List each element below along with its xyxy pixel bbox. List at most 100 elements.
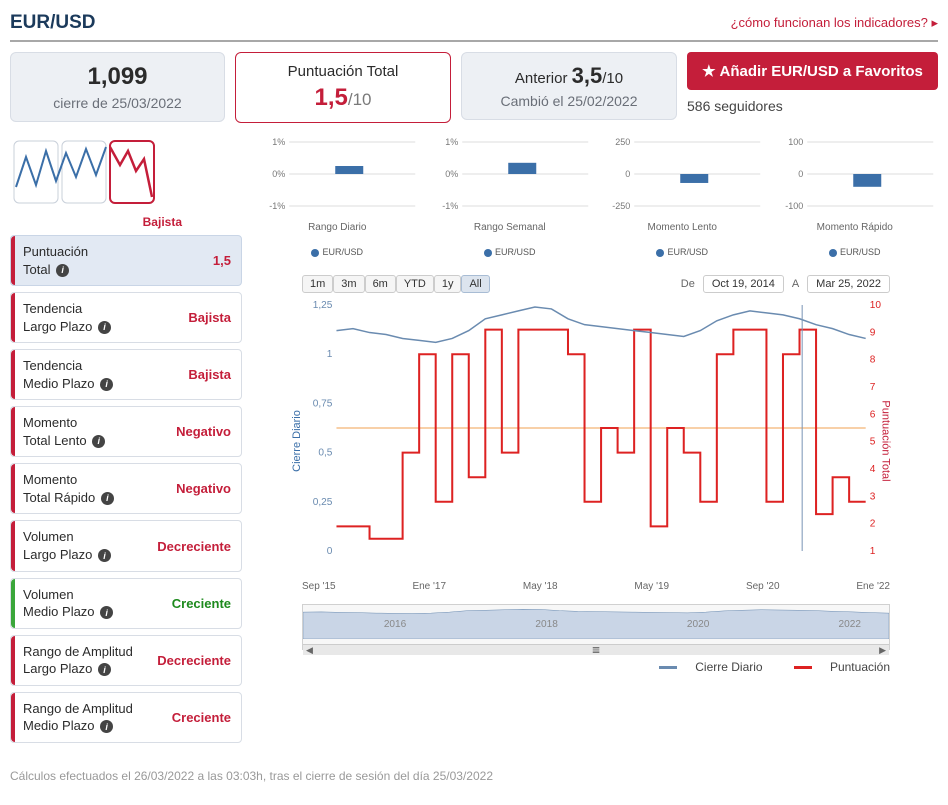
previous-score-card: Anterior 3,5/10 Cambió el 25/02/2022 [461,52,677,120]
closing-date: cierre de 25/03/2022 [25,95,210,111]
legend-score: Puntuación [830,660,890,674]
indicator-name: VolumenLargo Plazo i [23,528,111,563]
range-button-6m[interactable]: 6m [365,275,396,293]
prev-date: Cambió el 25/02/2022 [476,93,662,109]
info-icon[interactable]: i [92,435,105,448]
range-button-all[interactable]: All [461,275,489,293]
svg-text:9: 9 [870,327,876,338]
indicator-value: Negativo [176,481,231,496]
mini-chart: 1% 0% -1% Rango Semanal EUR/USD [427,137,594,257]
indicator-name: Rango de AmplitudMedio Plazo i [23,700,133,735]
svg-text:0,25: 0,25 [313,497,333,508]
date-from-label: De [681,278,695,290]
indicator-name: TendenciaMedio Plazo i [23,357,113,392]
indicator-name: VolumenMedio Plazo i [23,586,113,621]
indicator-name: PuntuaciónTotal i [23,243,88,278]
prev-of: /10 [602,70,623,87]
mini-chart: 1%0%-1%Rango DiarioEUR/USD [254,137,421,257]
star-icon: ★ [702,63,715,80]
svg-text:7: 7 [870,382,876,393]
nav-right-arrow-icon[interactable]: ▶ [879,645,886,656]
svg-text:2018: 2018 [535,619,558,630]
add-favorite-button[interactable]: ★ Añadir EUR/USD a Favoritos [687,52,938,90]
svg-text:0%: 0% [272,169,285,179]
trend-label: Bajista [143,215,182,229]
indicator-row[interactable]: TendenciaMedio Plazo i Bajista [10,349,242,400]
indicator-row[interactable]: MomentoTotal Rápido iNegativo [10,463,242,514]
nav-handle-icon[interactable]: 𝌆 [592,645,600,656]
svg-text:0: 0 [327,546,333,557]
total-score-of: /10 [348,90,372,109]
info-icon[interactable]: i [56,264,69,277]
indicator-name: Rango de AmplitudLargo Plazo i [23,643,133,678]
date-to-label: A [792,278,799,290]
range-button-1m[interactable]: 1m [302,275,333,293]
svg-text:1%: 1% [272,137,285,147]
svg-text:-1%: -1% [442,201,458,211]
svg-text:0,75: 0,75 [313,398,333,409]
x-tick: May '18 [523,581,558,592]
x-tick: May '19 [634,581,669,592]
indicator-value: Bajista [188,367,231,382]
indicator-row[interactable]: Rango de AmplitudMedio Plazo iCreciente [10,692,242,743]
info-icon[interactable]: i [100,606,113,619]
indicator-row[interactable]: VolumenLargo Plazo i Decreciente [10,520,242,571]
y-right-axis-label: Puntuación Total [879,400,891,481]
mini-chart: 100 0 -100 Momento Rápido EUR/USD [772,137,939,257]
indicator-row[interactable]: TendenciaLargo Plazo iBajista [10,292,242,343]
mini-chart-legend: EUR/USD [772,247,939,257]
indicator-row[interactable]: MomentoTotal Lento i Negativo [10,406,242,457]
indicator-name: MomentoTotal Lento i [23,414,105,449]
info-icon[interactable]: i [98,321,111,334]
closing-price: 1,099 [25,63,210,91]
range-button-3m[interactable]: 3m [333,275,364,293]
svg-text:10: 10 [870,301,882,311]
mini-chart-title: Momento Lento [599,222,766,233]
followers-count: 586 seguidores [687,98,938,114]
fav-btn-label: Añadir EUR/USD a Favoritos [720,63,923,80]
svg-text:0: 0 [798,169,803,179]
svg-text:8: 8 [870,355,876,366]
info-icon[interactable]: i [100,378,113,391]
indicator-value: 1,5 [213,253,231,268]
info-icon[interactable]: i [98,549,111,562]
prev-label: Anterior [515,70,572,87]
trend-thumbnail: Bajista [10,137,200,215]
nav-left-arrow-icon[interactable]: ◀ [306,645,313,656]
mini-chart-title: Momento Rápido [772,222,939,233]
total-score-card: Puntuación Total 1,5/10 [235,52,451,123]
svg-text:250: 250 [615,137,630,147]
mini-chart-legend: EUR/USD [427,247,594,257]
indicator-row[interactable]: VolumenMedio Plazo i Creciente [10,578,242,629]
chart-navigator[interactable]: 2016201820202022 ◀ 𝌆 ▶ [302,604,890,650]
indicator-row[interactable]: Rango de AmplitudLargo Plazo iDecrecient… [10,635,242,686]
date-to-input[interactable]: Mar 25, 2022 [807,275,890,293]
svg-text:2: 2 [870,519,876,530]
indicator-value: Creciente [172,596,231,611]
date-from-input[interactable]: Oct 19, 2014 [703,275,784,293]
indicator-value: Decreciente [157,539,231,554]
pair-title: EUR/USD [10,12,96,34]
help-link[interactable]: ¿cómo funcionan los indicadores? ▸ [731,15,938,31]
svg-text:2022: 2022 [838,619,861,630]
indicator-value: Negativo [176,424,231,439]
info-icon[interactable]: i [100,720,113,733]
mini-chart-title: Rango Semanal [427,222,594,233]
info-icon[interactable]: i [101,492,114,505]
svg-text:0,5: 0,5 [318,448,332,459]
svg-text:0%: 0% [445,169,458,179]
svg-text:1: 1 [870,546,876,557]
svg-text:-100: -100 [785,201,803,211]
svg-text:1%: 1% [445,137,458,147]
total-score-label: Puntuación Total [250,63,436,80]
total-score-value: 1,5 [314,84,347,111]
indicator-row[interactable]: PuntuaciónTotal i 1,5 [10,235,242,286]
price-card: 1,099 cierre de 25/03/2022 [10,52,225,122]
svg-text:1,25: 1,25 [313,301,333,311]
info-icon[interactable]: i [98,663,111,676]
range-button-ytd[interactable]: YTD [396,275,434,293]
x-tick: Ene '22 [856,581,890,592]
range-button-1y[interactable]: 1y [434,275,462,293]
svg-text:100: 100 [788,137,803,147]
legend-cierre: Cierre Diario [695,660,762,674]
